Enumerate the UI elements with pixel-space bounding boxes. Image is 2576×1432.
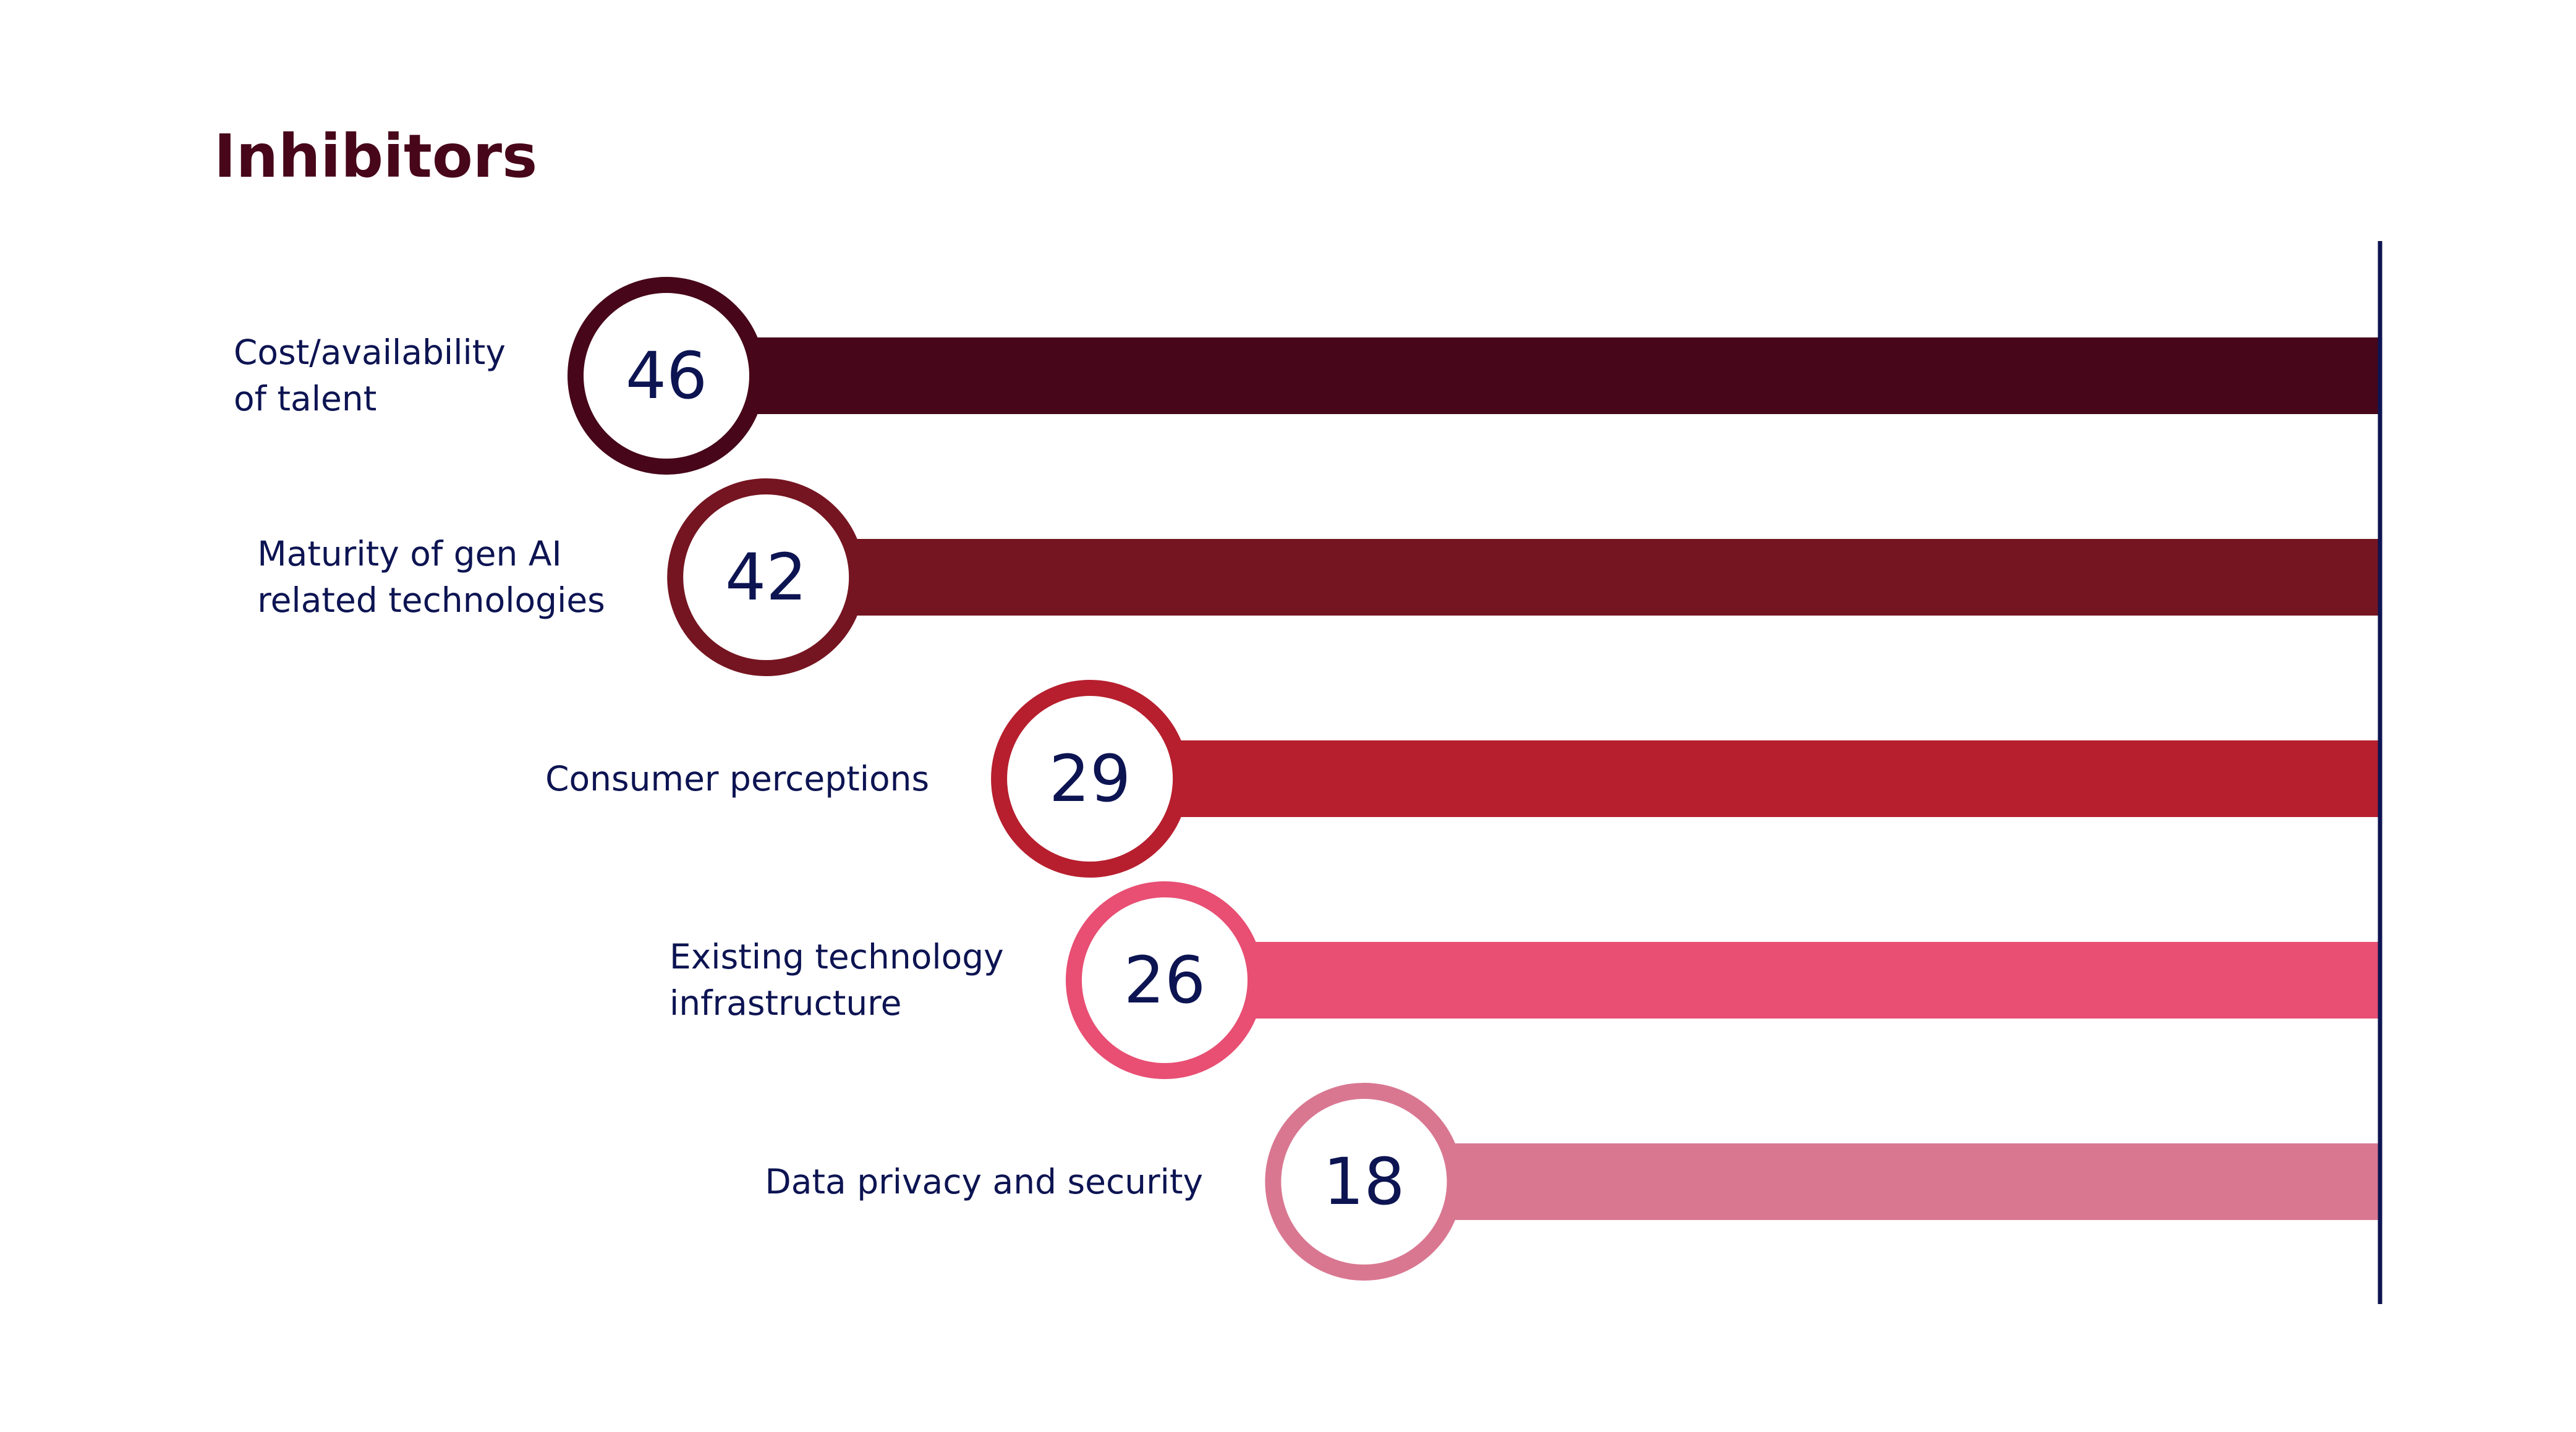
value-label-3: 26	[1124, 943, 1205, 1018]
category-label-line: related technologies	[257, 580, 605, 620]
bar-4	[1364, 1143, 2380, 1220]
bars-layer: 46 42 29 26 18	[567, 277, 2380, 1281]
category-label-2: Consumer perceptions	[545, 756, 929, 802]
value-circle-2	[991, 680, 1189, 878]
category-label-line: Consumer perceptions	[545, 758, 930, 799]
category-label-line: of talent	[234, 379, 377, 418]
value-label-0: 46	[626, 338, 707, 413]
category-label-line: Existing technology	[670, 937, 1004, 977]
value-circle-1	[667, 478, 865, 676]
category-label-line: Cost/availability	[234, 333, 506, 372]
value-label-2: 29	[1049, 741, 1131, 816]
category-label-line: infrastructure	[670, 983, 902, 1023]
category-label-1: Maturity of gen AI related technologies	[257, 531, 605, 624]
value-circle-3	[1066, 881, 1264, 1079]
category-label-4: Data privacy and security	[765, 1159, 1203, 1205]
category-label-0: Cost/availability of talent	[234, 329, 506, 422]
bar-2	[1090, 740, 2380, 817]
bar-1	[766, 539, 2380, 616]
value-label-1: 42	[725, 540, 807, 615]
category-label-line: Data privacy and security	[765, 1161, 1204, 1201]
value-circle-4	[1265, 1083, 1463, 1281]
value-circle-0	[567, 277, 765, 475]
category-label-line: Maturity of gen AI	[257, 534, 562, 574]
chart-title: Inhibitors	[214, 122, 538, 191]
category-label-3: Existing technology infrastructure	[670, 934, 1004, 1027]
bar-3	[1165, 942, 2380, 1019]
value-label-4: 18	[1323, 1144, 1405, 1219]
bar-0	[666, 337, 2380, 414]
